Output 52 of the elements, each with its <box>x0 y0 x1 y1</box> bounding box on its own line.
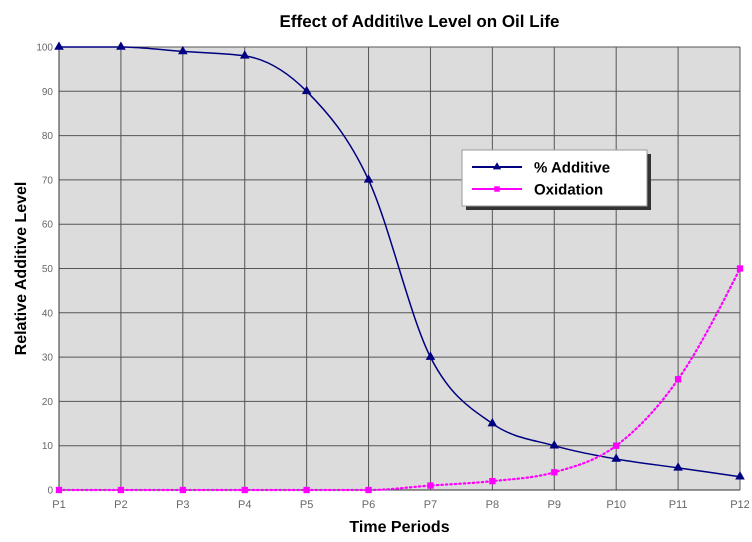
legend-label: Oxidation <box>534 181 604 198</box>
point <box>116 41 126 50</box>
point <box>365 486 372 494</box>
point <box>735 471 745 480</box>
point <box>736 265 744 272</box>
y-tick-label: 60 <box>42 220 54 231</box>
x-tick-label: P7 <box>424 499 438 511</box>
y-tick-label: 90 <box>42 86 54 98</box>
y-tick-label: 50 <box>42 264 54 275</box>
x-tick-label: P3 <box>176 499 190 511</box>
y-tick-label: 40 <box>42 308 54 320</box>
x-axis-title: Time Periods <box>349 519 450 536</box>
y-tick-label: 80 <box>42 131 54 142</box>
point <box>242 486 248 494</box>
point <box>56 486 62 494</box>
point <box>488 418 498 426</box>
x-tick-label: P12 <box>730 499 750 511</box>
point <box>551 469 558 476</box>
x-tick-label: P6 <box>362 499 376 511</box>
point <box>549 440 560 448</box>
chart-title: Effect of Additi\ve Level on Oil Life <box>280 12 560 31</box>
point <box>118 486 124 494</box>
x-tick-label: P2 <box>114 499 128 511</box>
point <box>180 486 186 494</box>
point <box>54 41 64 50</box>
point <box>303 486 310 494</box>
x-tick-label: P8 <box>486 499 500 511</box>
x-tick-label: P5 <box>300 499 314 511</box>
y-axis-title: Relative Additive Level <box>13 182 30 356</box>
legend-label: % Additive <box>534 159 610 176</box>
point <box>673 462 683 471</box>
x-tick-label: P4 <box>238 499 252 511</box>
y-tick-label: 70 <box>42 175 54 186</box>
x-tick-label: P9 <box>548 499 562 511</box>
point <box>489 478 496 484</box>
x-tick-label: P10 <box>606 499 626 511</box>
y-tick-label: 20 <box>42 396 54 408</box>
point <box>427 482 434 489</box>
point <box>240 50 250 59</box>
point <box>178 46 188 54</box>
x-tick-label: P11 <box>668 499 688 511</box>
point <box>611 453 621 462</box>
y-tick-label: 0 <box>47 486 54 496</box>
point <box>674 376 682 382</box>
y-tick-label: 100 <box>36 42 54 54</box>
point <box>302 86 312 94</box>
point <box>613 442 620 449</box>
point <box>426 352 436 360</box>
x-tick-label: P1 <box>52 499 66 511</box>
point <box>364 174 374 183</box>
y-tick-label: 30 <box>42 352 54 364</box>
y-tick-label: 10 <box>42 441 54 452</box>
